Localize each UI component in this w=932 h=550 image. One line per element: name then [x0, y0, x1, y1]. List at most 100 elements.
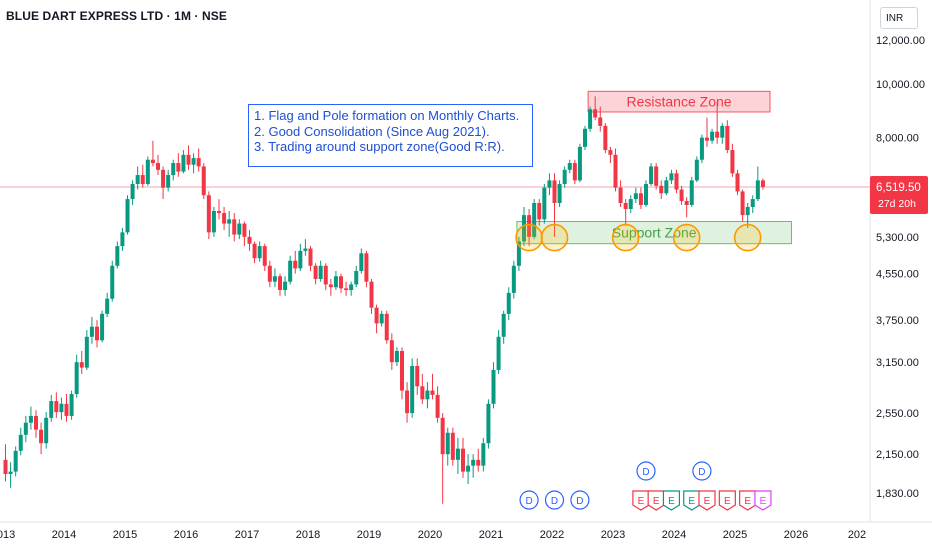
candle	[669, 169, 674, 185]
candle	[120, 227, 125, 251]
candle	[323, 263, 328, 291]
candle	[283, 276, 288, 296]
candle-body	[664, 180, 669, 194]
event-marker-label: D	[525, 496, 532, 507]
candle	[394, 347, 399, 367]
currency-selector[interactable]: INR	[880, 7, 918, 29]
candle	[430, 373, 435, 400]
candle	[638, 187, 643, 209]
candle-body	[471, 459, 476, 466]
candle-body	[59, 403, 64, 413]
candle	[278, 273, 282, 296]
candle-body	[699, 137, 704, 160]
candle-body	[181, 154, 186, 172]
candle-body	[506, 292, 511, 314]
candle	[191, 153, 196, 174]
candle	[440, 413, 445, 504]
candle-body	[318, 265, 323, 279]
event-marker-label: D	[551, 496, 558, 507]
candle	[618, 180, 623, 207]
candle	[95, 320, 99, 348]
candle-body	[105, 298, 110, 314]
candle	[140, 164, 145, 188]
candle-body	[89, 326, 94, 337]
candle	[232, 213, 237, 242]
candle-body	[435, 394, 440, 418]
candle-body	[455, 448, 460, 460]
candle-body	[328, 284, 333, 288]
candle-body	[79, 362, 84, 368]
candle-body	[374, 307, 379, 324]
candle-body	[542, 187, 547, 220]
candle	[755, 166, 760, 202]
candle-body	[445, 432, 450, 455]
candle	[252, 241, 257, 264]
candle	[105, 292, 110, 317]
candle	[39, 422, 44, 455]
candle	[486, 399, 491, 449]
candle-body	[710, 131, 715, 141]
candle	[272, 268, 277, 288]
candle	[730, 143, 735, 177]
candle-body	[720, 125, 725, 138]
candle-body	[547, 180, 552, 188]
candle-body	[415, 366, 420, 387]
candle	[516, 236, 521, 271]
candle-body	[64, 403, 69, 416]
candle	[735, 169, 740, 196]
candle	[339, 273, 343, 293]
candle-body	[450, 432, 455, 460]
candle-body	[410, 366, 415, 414]
candle-body	[120, 232, 125, 247]
dividend-marker-circle	[519, 490, 539, 510]
y-tick-label: 3,150.00	[876, 357, 919, 369]
candle	[659, 180, 664, 200]
candle-body	[227, 219, 232, 224]
dividend-marker-circle	[692, 461, 712, 481]
candle	[481, 437, 486, 472]
candle-body	[679, 189, 684, 202]
candle-body	[674, 173, 679, 190]
x-tick-label: 2018	[296, 529, 320, 541]
candle	[64, 394, 69, 422]
candle	[211, 206, 216, 237]
candle	[608, 146, 613, 164]
candle-body	[267, 265, 272, 282]
candle	[577, 143, 582, 183]
candle-body	[69, 394, 74, 416]
candle-body	[440, 417, 445, 455]
y-tick-label: 2,550.00	[876, 408, 919, 420]
candle	[461, 437, 465, 478]
candle	[694, 156, 699, 183]
candle-body	[735, 173, 740, 192]
candle	[572, 159, 577, 185]
candle	[466, 454, 471, 484]
candle	[196, 148, 201, 172]
candle-body	[588, 109, 593, 129]
event-marker-label: E	[724, 496, 731, 507]
candle-body	[201, 166, 206, 196]
analysis-note[interactable]: 1. Flag and Pole formation on Monthly Ch…	[248, 104, 533, 167]
dividend-marker: D	[636, 461, 656, 481]
event-marker-label: D	[642, 467, 649, 478]
candle-body	[95, 326, 99, 341]
candle-body	[18, 434, 23, 451]
candle	[435, 386, 440, 423]
candle-body	[684, 201, 689, 205]
candle-body	[750, 199, 755, 207]
support-touch-circle	[672, 223, 701, 252]
candle-body	[222, 213, 227, 224]
event-marker-label: E	[704, 496, 711, 507]
candle	[145, 156, 150, 186]
x-tick-label: 2016	[174, 529, 198, 541]
candle-body	[516, 241, 521, 266]
candle-body	[628, 199, 633, 209]
candle-body	[100, 313, 105, 341]
candle-body	[511, 265, 516, 293]
candle-body	[313, 265, 318, 279]
candle	[201, 163, 206, 200]
resistance-zone-label: Resistance Zone	[627, 94, 732, 110]
candle-body	[689, 180, 694, 205]
symbol-title[interactable]: BLUE DART EXPRESS LTD · 1M · NSE	[6, 9, 227, 23]
